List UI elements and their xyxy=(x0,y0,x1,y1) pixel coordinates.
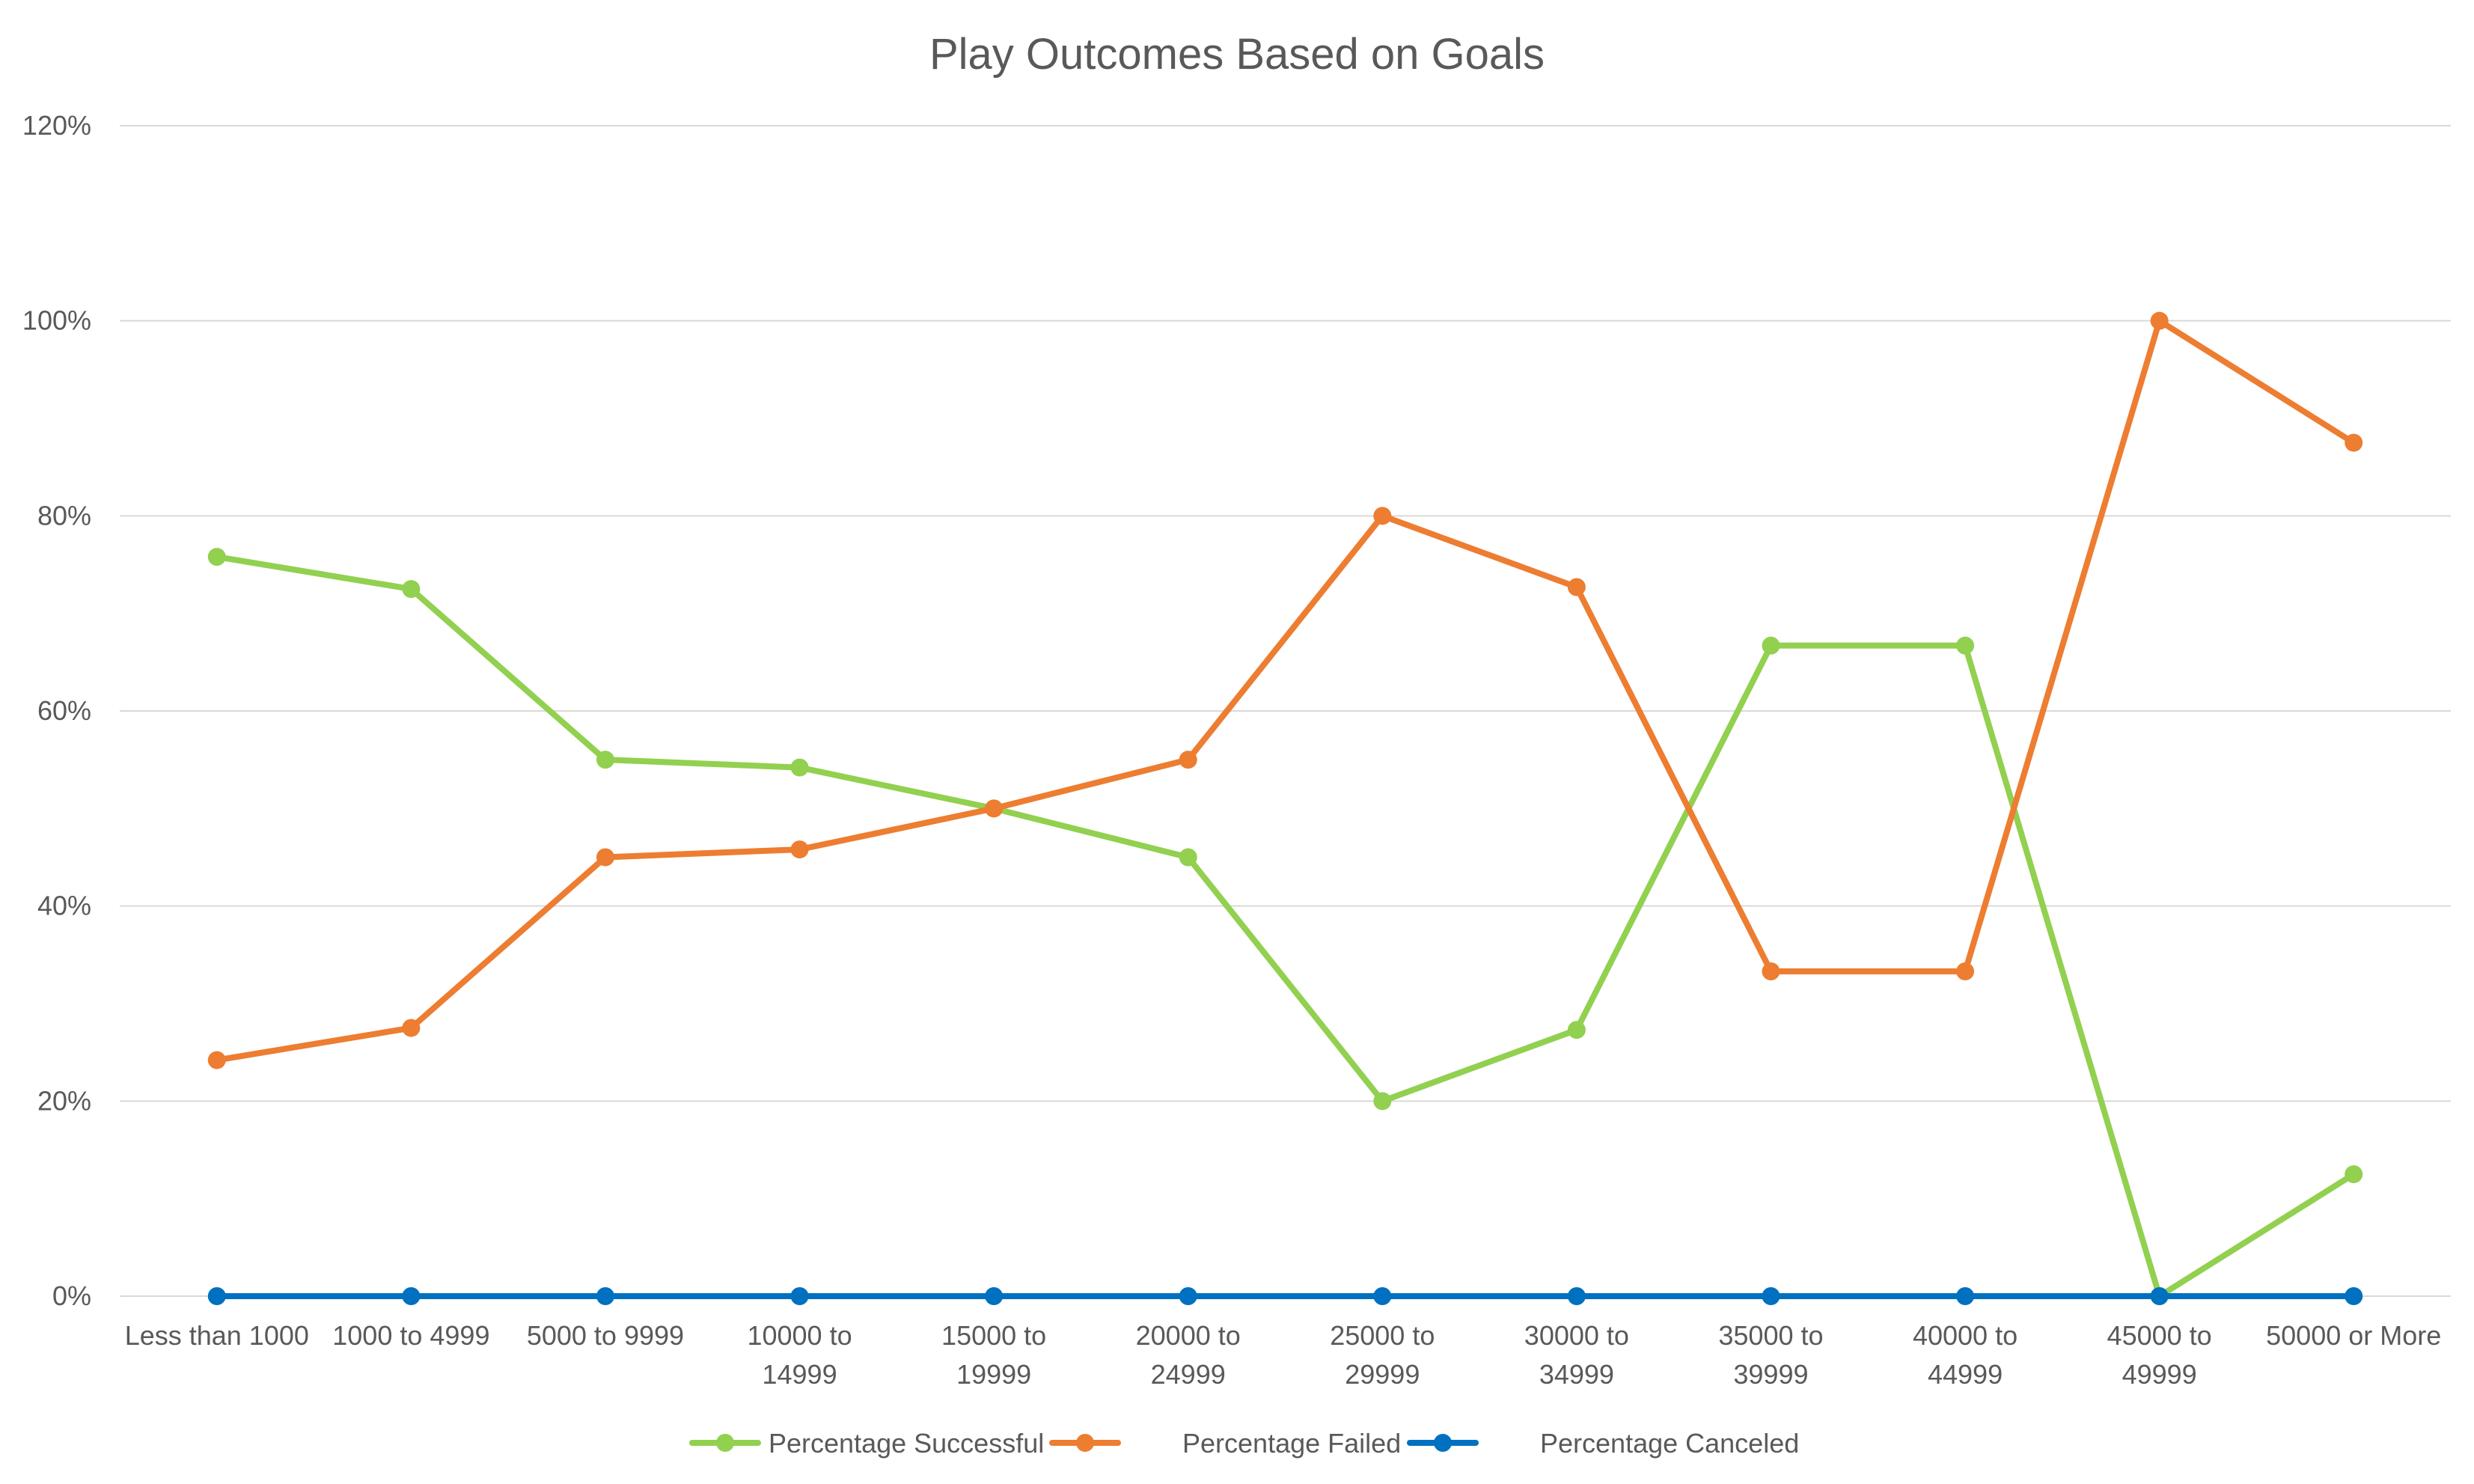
x-tick-label-line: 20000 to xyxy=(1136,1320,1241,1351)
series-percentage-successful xyxy=(207,548,2363,1305)
data-point xyxy=(1762,962,1780,980)
data-point xyxy=(1179,848,1197,867)
y-tick-label: 120% xyxy=(22,110,91,141)
data-point xyxy=(790,758,809,777)
data-point xyxy=(1179,1287,1197,1305)
y-axis: 0% 20% 40% 60% 80% 100% 120% xyxy=(22,110,91,1311)
legend-swatch-marker xyxy=(716,1434,734,1452)
data-point xyxy=(1762,1287,1780,1305)
data-point xyxy=(402,1287,421,1305)
x-tick-label-line: 44999 xyxy=(1928,1359,2003,1390)
legend-swatch-marker xyxy=(1434,1434,1452,1452)
data-point xyxy=(790,1287,809,1305)
legend-item: Percentage Failed xyxy=(1049,1428,1401,1459)
data-point xyxy=(1567,1287,1586,1305)
legend-item: Percentage Canceled xyxy=(1407,1428,1799,1459)
data-point xyxy=(985,799,1004,818)
x-tick-label-line: 30000 to xyxy=(1524,1320,1629,1351)
y-tick-label: 80% xyxy=(37,500,91,531)
plot-area xyxy=(207,311,2363,1305)
legend-swatch-marker xyxy=(1076,1434,1094,1452)
x-tick-label-line: 45000 to xyxy=(2107,1320,2212,1351)
data-point xyxy=(1373,507,1392,525)
data-point xyxy=(596,1287,614,1305)
x-tick-label-line: 39999 xyxy=(1733,1359,1808,1390)
series-percentage-failed xyxy=(207,311,2363,1069)
x-tick-label: 40000 to 44999 xyxy=(1913,1320,2018,1390)
x-tick-label-line: 19999 xyxy=(956,1359,1031,1390)
legend-label: Percentage Canceled xyxy=(1540,1428,1799,1459)
x-tick-label-line: 29999 xyxy=(1345,1359,1420,1390)
data-point xyxy=(207,1051,226,1069)
x-tick-label-line: Less than 1000 xyxy=(125,1320,309,1351)
y-tick-label: 20% xyxy=(37,1085,91,1116)
series-line xyxy=(213,554,2357,1299)
data-point xyxy=(790,840,809,859)
data-point xyxy=(207,548,226,567)
y-tick-label: 40% xyxy=(37,891,91,921)
data-point xyxy=(2345,1287,2363,1305)
legend: Percentage Successful Percentage Failed Pe… xyxy=(689,1428,1799,1459)
data-point xyxy=(2150,311,2169,330)
data-point xyxy=(1956,636,1975,655)
x-tick-label: 1000 to 4999 xyxy=(332,1320,489,1351)
x-tick-label: 10000 to 14999 xyxy=(747,1320,852,1390)
x-tick-label: 25000 to 29999 xyxy=(1330,1320,1435,1390)
data-point xyxy=(2150,1287,2169,1305)
data-point xyxy=(596,848,614,867)
x-tick-label-line: 34999 xyxy=(1539,1359,1614,1390)
data-point xyxy=(1567,578,1586,596)
y-tick-label: 60% xyxy=(37,695,91,726)
legend-label: Percentage Failed xyxy=(1182,1428,1401,1459)
data-point xyxy=(2345,433,2363,452)
x-tick-label-line: 49999 xyxy=(2122,1359,2197,1390)
x-tick-label-line: 24999 xyxy=(1151,1359,1226,1390)
x-tick-label-line: 1000 to 4999 xyxy=(332,1320,489,1351)
x-axis: Less than 1000 1000 to 4999 5000 to 9999 10… xyxy=(125,1320,2442,1390)
x-tick-label: 35000 to 39999 xyxy=(1718,1320,1823,1390)
x-tick-label: Less than 1000 xyxy=(125,1320,309,1351)
x-tick-label: 30000 to 34999 xyxy=(1524,1320,1629,1390)
gridlines xyxy=(120,125,2451,1297)
x-tick-label-line: 35000 to xyxy=(1718,1320,1823,1351)
x-tick-label: 20000 to 24999 xyxy=(1136,1320,1241,1390)
data-point xyxy=(1956,1287,1975,1305)
legend-label: Percentage Successful xyxy=(769,1428,1044,1459)
series-line xyxy=(213,317,2357,1063)
chart-title: Play Outcomes Based on Goals xyxy=(929,30,1545,79)
data-point xyxy=(1956,962,1975,980)
y-tick-label: 100% xyxy=(22,305,91,336)
x-tick-label-line: 10000 to xyxy=(747,1320,852,1351)
x-tick-label-line: 14999 xyxy=(762,1359,837,1390)
legend-item: Percentage Successful xyxy=(689,1428,1044,1459)
x-tick-label: 45000 to 49999 xyxy=(2107,1320,2212,1390)
data-point xyxy=(2345,1165,2363,1184)
x-tick-label-line: 50000 or More xyxy=(2266,1320,2441,1351)
data-point xyxy=(596,751,614,769)
y-tick-label: 0% xyxy=(52,1280,91,1311)
x-tick-label-line: 5000 to 9999 xyxy=(527,1320,684,1351)
data-point xyxy=(402,1019,421,1037)
x-tick-label-line: 25000 to xyxy=(1330,1320,1435,1351)
x-tick-label: 15000 to 19999 xyxy=(941,1320,1046,1390)
x-tick-label-line: 15000 to xyxy=(941,1320,1046,1351)
data-point xyxy=(1373,1092,1392,1111)
data-point xyxy=(207,1287,226,1305)
data-point xyxy=(1179,751,1197,769)
data-point xyxy=(1373,1287,1392,1305)
data-point xyxy=(985,1287,1004,1305)
data-point xyxy=(402,580,421,599)
x-tick-label: 5000 to 9999 xyxy=(527,1320,684,1351)
x-tick-label: 50000 or More xyxy=(2266,1320,2441,1351)
data-point xyxy=(1567,1021,1586,1039)
series-percentage-canceled xyxy=(207,1287,2363,1305)
data-point xyxy=(1762,636,1780,655)
x-tick-label-line: 40000 to xyxy=(1913,1320,2018,1351)
